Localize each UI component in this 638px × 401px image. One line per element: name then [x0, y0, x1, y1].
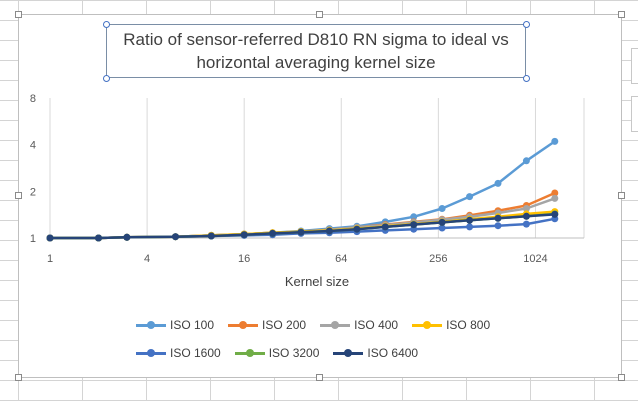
- data-point: [410, 213, 418, 221]
- chart-title[interactable]: Ratio of sensor-referred D810 RN sigma t…: [106, 28, 526, 74]
- legend-item[interactable]: ISO 800: [412, 318, 490, 332]
- legend-item[interactable]: ISO 200: [228, 318, 306, 332]
- legend-label: ISO 100: [170, 318, 215, 332]
- x-tick-label: 256: [429, 253, 447, 265]
- data-point: [466, 216, 474, 224]
- chart-area[interactable]: [18, 14, 622, 378]
- data-point: [551, 137, 559, 145]
- legend-label: ISO 400: [354, 318, 399, 332]
- legend-label: ISO 1600: [170, 346, 221, 360]
- resize-handle-top[interactable]: [316, 11, 323, 18]
- legend-marker-icon: [320, 320, 351, 330]
- y-tick-label: 4: [30, 140, 36, 152]
- data-point: [494, 179, 502, 187]
- y-tick-label: 8: [30, 93, 36, 105]
- data-point: [410, 221, 418, 229]
- data-point: [551, 194, 559, 202]
- data-point: [438, 224, 446, 232]
- axes: 1 4 16 64 256 1024 1 2 4 8: [30, 93, 584, 265]
- data-point: [522, 220, 530, 228]
- y-tick-label: 2: [30, 186, 36, 198]
- data-point: [438, 205, 446, 212]
- legend-row: ISO 100 ISO 200 ISO 400 ISO 800: [136, 316, 504, 334]
- legend-marker-icon: [136, 348, 166, 358]
- legend-item[interactable]: ISO 6400: [333, 346, 418, 360]
- data-point: [240, 231, 248, 239]
- data-point: [297, 228, 305, 236]
- title-handle-top-left[interactable]: [103, 21, 110, 28]
- chart-title-line-1: Ratio of sensor-referred D810 RN sigma t…: [123, 30, 509, 49]
- legend-item[interactable]: ISO 3200: [234, 346, 320, 360]
- x-axis-label: Kernel size: [285, 274, 349, 289]
- chart-title-line-2: horizontal averaging kernel size: [196, 53, 436, 72]
- x-tick-label: 64: [335, 253, 347, 265]
- resize-handle-top-right[interactable]: [618, 11, 625, 18]
- title-handle-bottom-left[interactable]: [103, 75, 110, 82]
- data-point: [269, 229, 277, 237]
- series-line: [50, 140, 556, 240]
- data-point: [207, 232, 215, 240]
- data-point: [494, 222, 502, 230]
- x-tick-label: 16: [238, 253, 250, 265]
- data-point: [494, 214, 502, 222]
- data-point: [522, 205, 530, 212]
- resize-handle-bottom-right[interactable]: [618, 374, 625, 381]
- legend-label: ISO 6400: [367, 346, 419, 360]
- title-handle-bottom-right[interactable]: [523, 75, 530, 82]
- y-tick-label: 1: [30, 233, 36, 245]
- title-handle-top-right[interactable]: [523, 21, 530, 28]
- data-point: [522, 212, 530, 220]
- data-point: [438, 218, 446, 226]
- adjacent-chart-edge: [631, 96, 638, 132]
- data-point: [551, 210, 559, 218]
- series-lines: [46, 137, 559, 242]
- resize-handle-left[interactable]: [15, 192, 22, 199]
- x-tick-label: 1: [47, 253, 53, 265]
- data-point: [466, 193, 474, 201]
- data-point: [325, 227, 333, 235]
- data-point: [95, 234, 102, 242]
- data-point: [522, 157, 530, 165]
- data-point: [353, 225, 361, 233]
- data-point: [551, 189, 559, 197]
- x-tick-label: 4: [144, 253, 150, 265]
- legend-item[interactable]: ISO 400: [320, 318, 398, 332]
- legend-item[interactable]: ISO 100: [136, 318, 214, 332]
- legend-marker-icon: [412, 320, 443, 330]
- legend-marker-icon: [333, 348, 364, 358]
- x-tick-label: 1024: [523, 253, 547, 265]
- legend-item[interactable]: ISO 1600: [136, 346, 221, 360]
- legend-row: ISO 1600 ISO 3200 ISO 6400: [136, 344, 432, 362]
- legend-label: ISO 3200: [268, 346, 320, 360]
- resize-handle-right[interactable]: [618, 192, 625, 199]
- legend-marker-icon: [228, 320, 259, 330]
- legend[interactable]: ISO 100 ISO 200 ISO 400 ISO 800 ISO 1600 ISO…: [136, 316, 516, 366]
- legend-label: ISO 200: [262, 318, 307, 332]
- resize-handle-bottom-left[interactable]: [15, 374, 22, 381]
- data-point: [123, 233, 131, 241]
- data-point: [466, 223, 474, 231]
- legend-marker-icon: [136, 320, 166, 330]
- adjacent-chart-edge: [631, 48, 638, 84]
- data-point: [172, 233, 179, 241]
- data-point: [46, 234, 54, 242]
- resize-handle-top-left[interactable]: [15, 11, 22, 18]
- chart-title-selection-box[interactable]: [106, 24, 526, 78]
- series-iso-6400: [46, 210, 559, 242]
- legend-label: ISO 800: [446, 318, 491, 332]
- legend-marker-icon: [234, 348, 265, 358]
- resize-handle-bottom[interactable]: [316, 374, 323, 381]
- data-point: [381, 223, 389, 231]
